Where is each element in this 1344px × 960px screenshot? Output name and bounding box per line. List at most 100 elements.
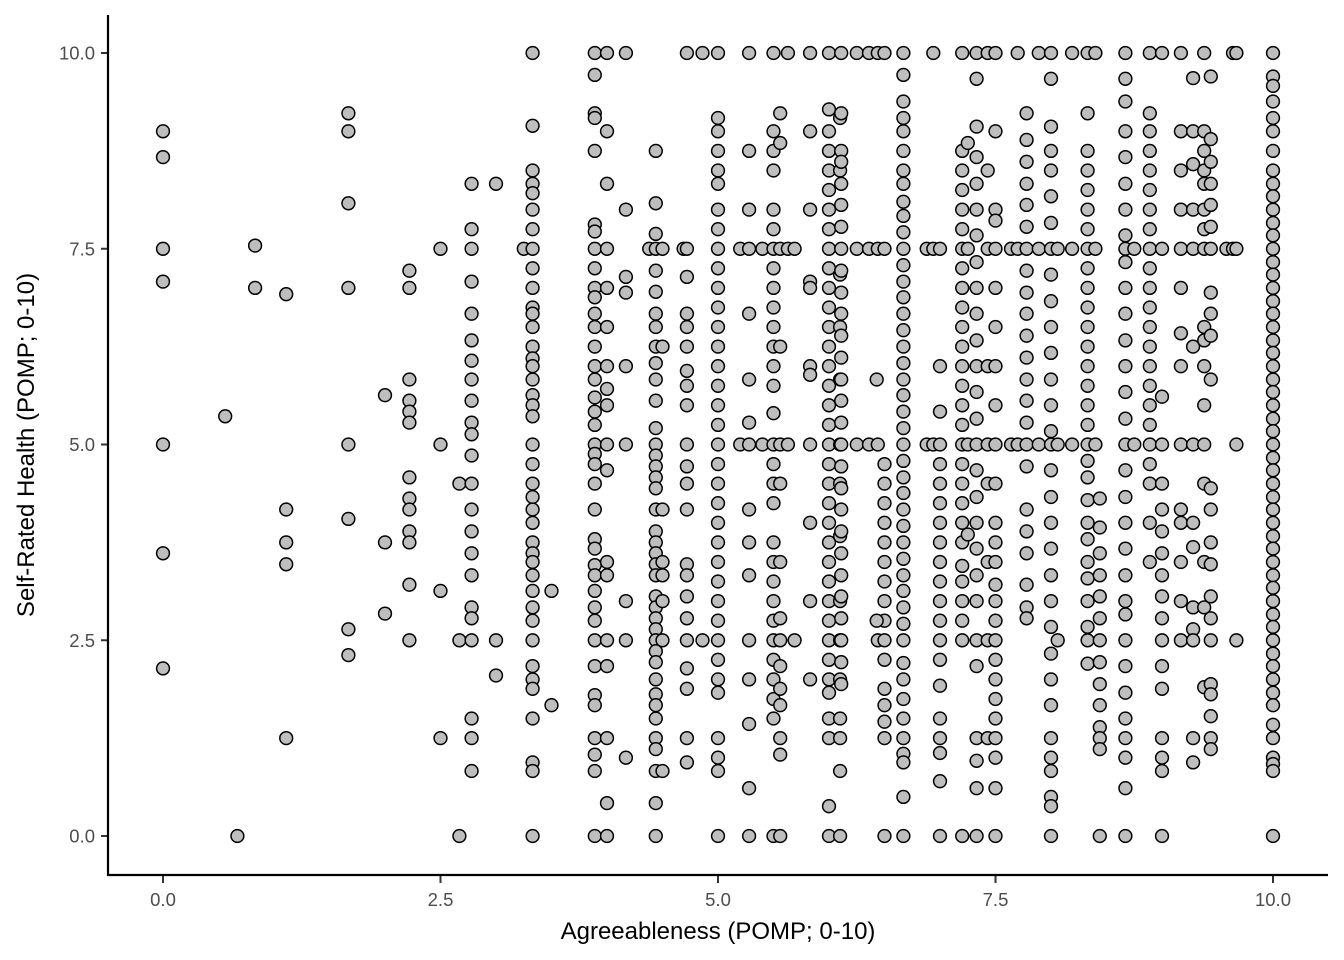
data-point	[402, 470, 417, 485]
data-point	[988, 711, 1003, 726]
data-point	[821, 496, 837, 511]
data-point	[648, 698, 663, 713]
data-point	[834, 372, 849, 387]
data-point	[955, 339, 970, 354]
data-point	[932, 613, 948, 628]
data-point	[834, 285, 849, 300]
data-point	[896, 290, 911, 305]
data-point	[988, 398, 1003, 413]
axes-layer	[106, 15, 1328, 877]
data-point	[766, 574, 781, 589]
data-point	[1265, 254, 1281, 270]
data-point	[1185, 755, 1201, 770]
data-point	[1019, 393, 1034, 408]
data-point	[1203, 328, 1218, 343]
data-point	[802, 437, 818, 452]
data-point	[279, 557, 294, 572]
data-point	[988, 652, 1003, 667]
data-point	[896, 420, 911, 436]
data-point	[969, 489, 984, 505]
data-point	[834, 306, 849, 321]
data-point	[655, 593, 670, 609]
data-point	[1080, 515, 1095, 530]
data-point	[1043, 294, 1059, 309]
data-point	[896, 518, 911, 534]
data-point	[155, 437, 171, 452]
data-point	[525, 568, 540, 583]
data-point	[1185, 730, 1201, 746]
data-point	[834, 45, 849, 61]
data-point	[1092, 633, 1107, 648]
data-point	[618, 633, 634, 648]
data-point	[1118, 149, 1133, 165]
data-point	[618, 202, 634, 217]
data-point	[877, 633, 892, 648]
data-point	[834, 197, 849, 213]
data-point	[1118, 633, 1133, 648]
data-point	[821, 574, 837, 589]
data-point	[1142, 202, 1157, 217]
data-point	[896, 655, 911, 671]
data-point	[1173, 326, 1189, 341]
data-point	[544, 583, 559, 599]
data-point	[1118, 71, 1133, 86]
data-point	[1118, 711, 1133, 726]
data-point	[525, 489, 540, 505]
data-point	[1043, 267, 1059, 282]
data-point	[341, 511, 356, 527]
data-point	[969, 176, 984, 191]
data-point	[955, 280, 970, 296]
data-point	[955, 378, 970, 393]
data-point	[1154, 389, 1170, 404]
data-point	[655, 339, 670, 354]
data-point	[1197, 45, 1212, 61]
data-point	[849, 437, 864, 452]
data-point	[464, 524, 479, 539]
data-point	[969, 254, 984, 270]
data-point	[1043, 163, 1059, 178]
data-point	[1203, 611, 1218, 626]
data-point	[1080, 300, 1095, 315]
data-point	[766, 711, 781, 726]
data-point	[1142, 222, 1157, 237]
data-point	[802, 515, 818, 530]
data-point	[525, 600, 540, 615]
data-point	[679, 633, 695, 648]
data-point	[464, 274, 479, 289]
data-point	[1142, 124, 1157, 139]
points-layer	[155, 45, 1281, 844]
data-point	[1092, 546, 1107, 561]
data-point	[679, 319, 695, 335]
data-point	[1265, 593, 1281, 609]
data-point	[834, 176, 849, 191]
data-point	[464, 711, 479, 726]
data-point	[955, 593, 970, 609]
data-point	[896, 672, 911, 687]
data-point	[1265, 568, 1281, 583]
data-point	[155, 241, 171, 256]
data-point	[1118, 384, 1133, 400]
data-point	[1173, 633, 1189, 648]
data-point	[655, 568, 670, 583]
data-point	[1203, 154, 1218, 169]
data-point	[710, 633, 726, 648]
data-point	[802, 367, 818, 382]
data-point	[1080, 163, 1095, 178]
data-point	[896, 323, 911, 338]
data-point	[525, 280, 540, 296]
data-point	[1043, 593, 1059, 609]
data-point	[525, 613, 540, 628]
data-point	[969, 463, 984, 478]
data-point	[464, 372, 479, 387]
y-tick-label: 10.0	[59, 43, 95, 64]
data-point	[1154, 437, 1170, 452]
data-point	[955, 163, 970, 178]
data-point	[1265, 528, 1281, 544]
data-point	[1154, 45, 1170, 61]
data-point	[821, 515, 837, 530]
data-point	[1185, 633, 1201, 648]
data-point	[1043, 799, 1059, 814]
data-point	[402, 535, 417, 550]
